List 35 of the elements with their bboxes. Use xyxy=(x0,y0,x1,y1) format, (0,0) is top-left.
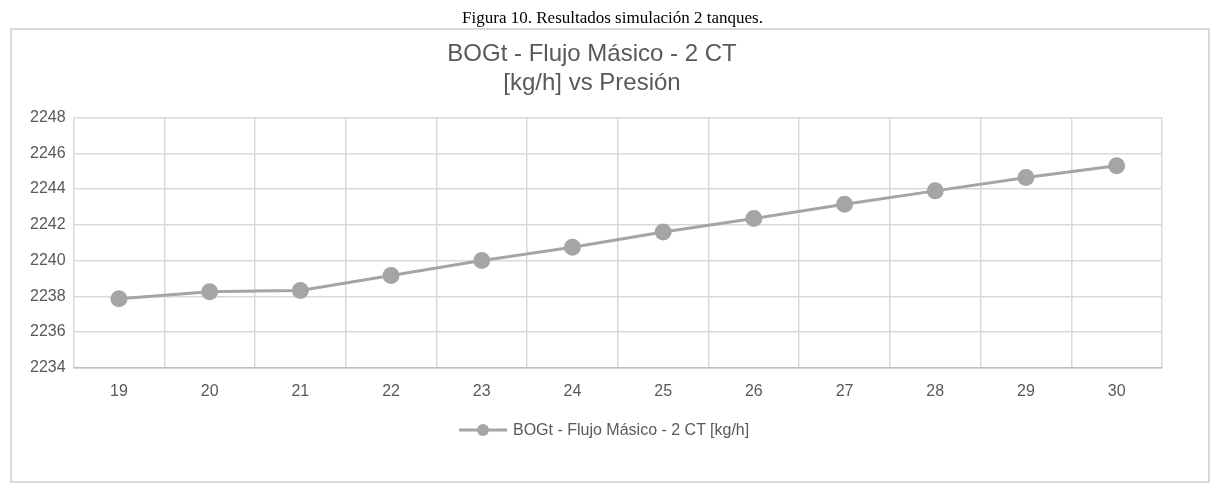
point xyxy=(1108,157,1126,175)
y-tick-label: 2236 xyxy=(30,322,66,340)
y-tick-label: 2248 xyxy=(30,108,66,126)
y-tick-label: 2234 xyxy=(30,358,66,376)
y-tick-label: 2240 xyxy=(30,250,66,268)
y-tick-label: 2238 xyxy=(30,286,66,304)
x-tick-label: 19 xyxy=(110,381,128,399)
y-tick-label: 2244 xyxy=(30,179,66,197)
y-tick-label: 2246 xyxy=(30,143,66,161)
point xyxy=(1017,168,1035,186)
x-tick-label: 22 xyxy=(382,381,401,399)
y-tick-label: 2242 xyxy=(30,215,66,233)
x-tick-label: 23 xyxy=(472,381,491,399)
point xyxy=(926,182,944,200)
point xyxy=(473,252,491,270)
point xyxy=(382,266,400,284)
point xyxy=(654,223,672,241)
point xyxy=(110,290,128,308)
point xyxy=(836,195,854,213)
chart-title: BOGt - Flujo Másico - 2 CT [kg/h] vs Presión xyxy=(447,39,738,95)
point xyxy=(563,238,581,256)
x-tick-label: 30 xyxy=(1107,381,1126,399)
x-tick-label: 20 xyxy=(200,381,219,399)
x-tick-label: 26 xyxy=(744,381,763,399)
point xyxy=(201,283,219,301)
x-tick-label: 25 xyxy=(654,381,673,399)
point xyxy=(745,210,763,228)
point xyxy=(291,281,309,299)
x-tick-label: 21 xyxy=(291,381,310,399)
legend-label: BOGt - Flujo Másico - 2 CT [kg/h] xyxy=(513,420,751,440)
x-tick-label: 27 xyxy=(835,381,854,399)
x-tick-label: 24 xyxy=(563,381,582,399)
x-tick-label: 28 xyxy=(926,381,945,399)
x-tick-label: 29 xyxy=(1017,381,1035,399)
text: Figura 10. Resultados simulación 2 tanques. xyxy=(461,8,764,28)
